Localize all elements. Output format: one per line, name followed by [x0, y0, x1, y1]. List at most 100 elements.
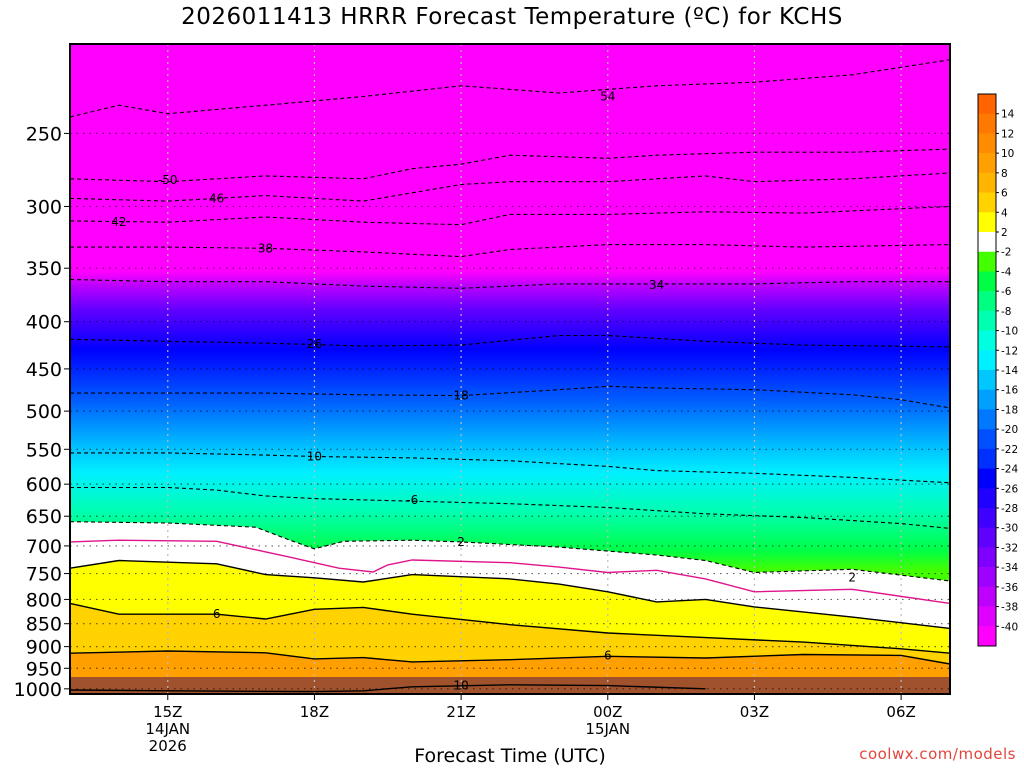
colorbar-label: 2 [1001, 227, 1008, 239]
colorbar-swatch [978, 192, 996, 213]
colorbar-swatch [978, 232, 996, 253]
x-tick-label: 15JAN [585, 720, 630, 738]
colorbar-label: -14 [1001, 365, 1018, 377]
colorbar-label: 6 [1001, 188, 1008, 200]
contour-label: -6 [406, 493, 418, 507]
colorbar-label: -12 [1001, 345, 1018, 357]
contour-line [69, 684, 706, 693]
colorbar-swatch [978, 212, 996, 233]
colorbar-label: -26 [1001, 483, 1018, 495]
y-tick-label: 850 [26, 614, 62, 636]
colorbar-label: -32 [1001, 542, 1018, 554]
colorbar-swatch [978, 468, 996, 489]
colorbar-swatch [978, 508, 996, 529]
colorbar-swatch [978, 172, 996, 193]
colorbar-swatch [978, 113, 996, 134]
y-tick-label: 550 [26, 439, 62, 461]
contour-label: 26 [307, 337, 322, 351]
y-axis: 2503003504004505005506006507007508008509… [14, 123, 70, 701]
colorbar-swatch [978, 626, 996, 647]
colorbar-label: -40 [1001, 621, 1018, 633]
y-tick-label: 450 [26, 359, 62, 381]
chart-title: 2026011413 HRRR Forecast Temperature (ºC… [181, 4, 843, 30]
x-tick-label: 03Z [740, 703, 769, 721]
y-tick-label: 300 [26, 196, 62, 218]
y-tick-label: 800 [26, 589, 62, 611]
contour-line [70, 486, 951, 529]
y-tick-label: 900 [26, 637, 62, 659]
colorbar-swatch [978, 586, 996, 607]
contour-label: -50 [158, 173, 178, 187]
x-tick-label: 14JAN [145, 720, 190, 738]
colorbar-swatch [978, 567, 996, 588]
watermark[interactable]: coolwx.com/models [859, 745, 1016, 763]
colorbar-swatch [978, 409, 996, 430]
colorbar-label: -30 [1001, 523, 1018, 535]
colorbar-label: -6 [1001, 286, 1012, 298]
grid-lines [70, 44, 950, 694]
y-tick-label: 600 [26, 474, 62, 496]
colorbar-label: 10 [1001, 148, 1014, 160]
contour-label: 42 [111, 215, 126, 229]
colorbar-label: -34 [1001, 562, 1018, 574]
colorbar-label: -8 [1001, 306, 1011, 318]
y-tick-label: 400 [26, 312, 62, 334]
colorbar-label: -10 [1001, 326, 1018, 338]
colorbar-label: 14 [1001, 109, 1015, 121]
colorbar-swatch [978, 429, 996, 450]
temperature-field-near-freezing [70, 521, 950, 629]
y-tick-label: 500 [26, 401, 62, 423]
contour-line [69, 205, 951, 226]
contour-label: 34 [649, 278, 664, 292]
colorbar-swatch [978, 291, 996, 312]
colorbar-label: -22 [1001, 444, 1018, 456]
colorbar-swatch [978, 488, 996, 509]
y-tick-label: 250 [26, 123, 62, 145]
colorbar-label: 12 [1001, 128, 1014, 140]
contour-label: 10 [307, 450, 322, 464]
y-tick-label: 1000 [14, 679, 62, 701]
x-tick-label: 2026 [149, 737, 187, 755]
colorbar-swatch [978, 310, 996, 331]
colorbar-swatch [978, 389, 996, 410]
colorbar-label: -28 [1001, 503, 1018, 515]
colorbar-label: -20 [1001, 424, 1018, 436]
colorbar-label: -18 [1001, 404, 1018, 416]
colorbar-swatch [978, 94, 996, 115]
y-tick-label: 750 [26, 564, 62, 586]
colorbar-swatch [978, 330, 996, 351]
colorbar-swatch [978, 527, 996, 548]
contour-line [69, 148, 951, 183]
colorbar-swatch [978, 448, 996, 469]
colorbar-swatch [978, 350, 996, 371]
contour-line [70, 385, 951, 409]
contour-line [70, 452, 951, 484]
colorbar-swatch [978, 251, 996, 272]
colorbar-swatch [978, 133, 996, 154]
colorbar-label: -24 [1001, 464, 1018, 476]
x-tick-label: 00Z [593, 703, 622, 721]
colorbar: 14 12 10 8 6 4 2 -2 -4 -6 -8 -10 -12 -14 -16 -18 -20 -22 -… [977, 93, 1018, 647]
contour-line [69, 539, 951, 605]
contour-line [69, 559, 951, 630]
colorbar-label: -38 [1001, 602, 1018, 614]
contour-label: 6 [213, 607, 221, 621]
contour-line [69, 59, 951, 118]
colorbar-swatch [978, 370, 996, 391]
colorbar-label: 8 [1001, 168, 1008, 180]
contour-label: 2 [457, 535, 465, 549]
x-axis-label: Forecast Time (UTC) [414, 745, 606, 767]
contour-line [69, 521, 951, 582]
colorbar-swatch [978, 271, 996, 292]
contour-label: 54 [600, 89, 615, 103]
contour-label: 46 [209, 191, 224, 205]
y-tick-label: 700 [26, 536, 62, 558]
colorbar-label: -2 [1001, 247, 1011, 259]
contour-label: 2 [848, 570, 856, 584]
colorbar-swatch [978, 547, 996, 568]
contour-label: 18 [453, 389, 468, 403]
colorbar-label: -16 [1001, 385, 1018, 397]
